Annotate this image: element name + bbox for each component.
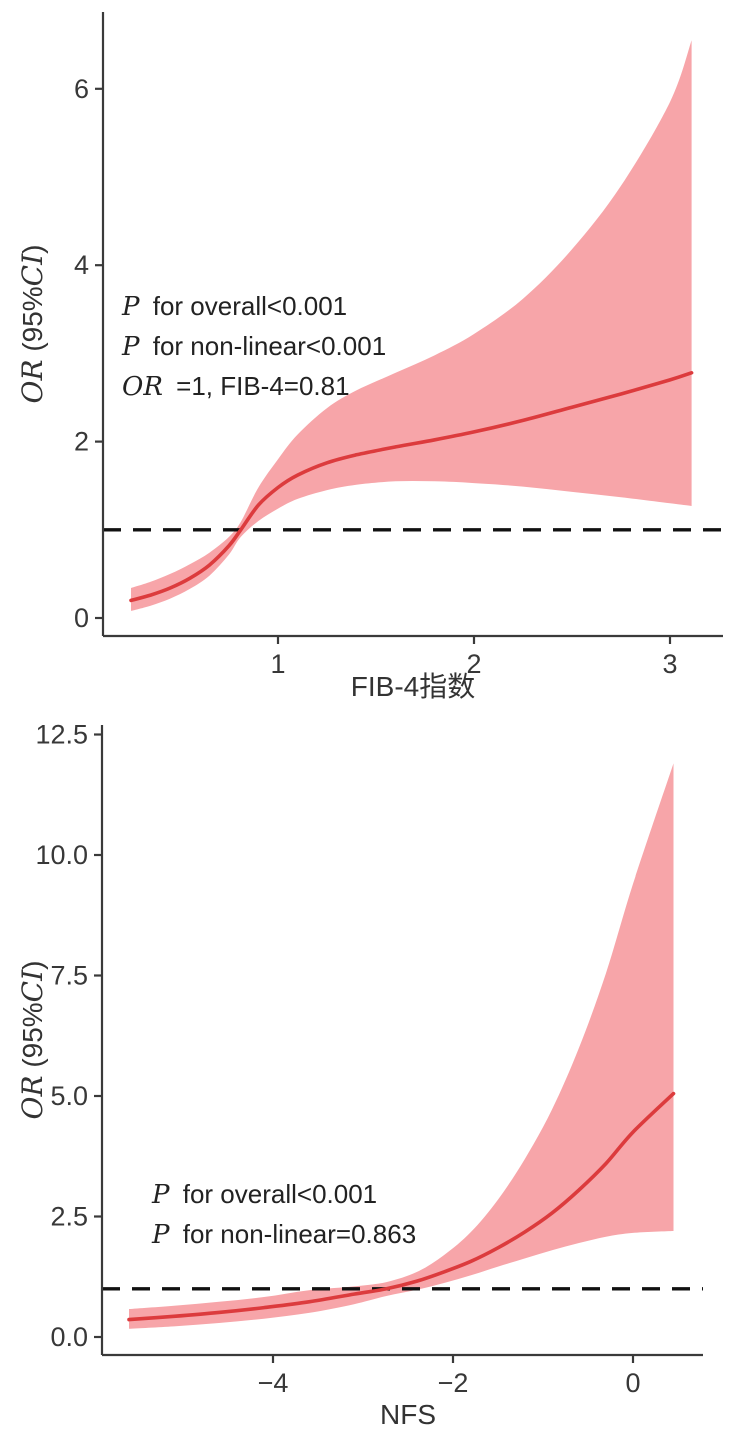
y-tick-label: 5.0: [50, 1081, 88, 1111]
annotation-text: P for non-linear<0.001: [121, 331, 386, 362]
y-tick-label: 12.5: [35, 720, 88, 750]
or-curve: [129, 371, 694, 603]
fib4-chart-canvas: 1 2 3 0 2 4 6 FIB-4指数 OR (95%CI) P for overall<0.…: [16, 12, 723, 702]
y-tick-label: 2: [74, 427, 89, 457]
x-axis-title: FIB-4指数: [351, 671, 475, 702]
y-tick-label: 2.5: [50, 1202, 88, 1232]
y-axis-title: OR (95%CI): [16, 960, 49, 1119]
x-tick-label: 1: [270, 649, 285, 679]
y-tick-label: 6: [74, 74, 89, 104]
y-tick-label: 0.0: [50, 1322, 88, 1352]
y-axis-title: OR (95%CI): [16, 244, 49, 403]
y-tick-label: 7.5: [50, 961, 88, 991]
x-axis-title: NFS: [380, 1399, 436, 1430]
y-tick-label: 4: [74, 250, 89, 280]
y-tick-label: 0: [74, 603, 89, 633]
fib4-spline-chart: 1 2 3 0 2 4 6 FIB-4指数 OR (95%CI) P for overall<0.…: [0, 0, 751, 710]
or-curve: [127, 1091, 676, 1322]
x-tick-label: 3: [662, 649, 677, 679]
confidence-ribbon: [131, 40, 692, 611]
nfs-chart-canvas: −4 −2 0 0.0 2.5 5.0 7.5 10.0 12.5 NFS OR (95%CI) P …: [16, 720, 703, 1430]
x-tick-label: −4: [258, 1368, 289, 1398]
annotation-text: P for overall<0.001: [151, 1179, 377, 1210]
x-tick-label: 2: [466, 649, 481, 679]
y-tick-label: 10.0: [35, 840, 88, 870]
confidence-ribbon: [129, 763, 674, 1329]
nfs-spline-chart: −4 −2 0 0.0 2.5 5.0 7.5 10.0 12.5 NFS OR (95%CI) P …: [0, 710, 751, 1440]
x-tick-label: 0: [625, 1368, 640, 1398]
x-tick-label: −2: [438, 1368, 469, 1398]
annotation-text: OR =1, FIB-4=0.81: [122, 371, 350, 402]
annotation-text: P for overall<0.001: [121, 291, 347, 322]
annotation-text: P for non-linear=0.863: [151, 1219, 416, 1250]
